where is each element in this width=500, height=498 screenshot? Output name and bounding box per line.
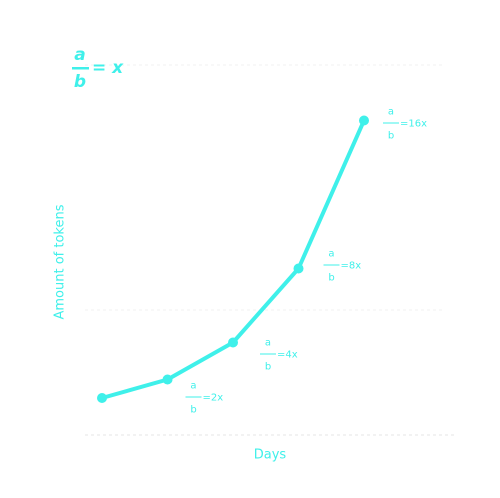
value-label: =16x [400,119,427,130]
label-fraction-bar [383,122,399,124]
formula-denominator: b [74,72,86,92]
label-denominator: b [190,405,196,416]
value-label: =8x [341,261,362,272]
label-denominator: b [388,131,394,142]
label-denominator: b [265,362,271,373]
label-fraction-bar [323,264,340,266]
x-axis-label: Days [254,448,287,463]
data-point [293,263,304,274]
label-numerator: a [328,249,334,260]
data-point [97,393,107,403]
label-fraction-bar [185,396,202,398]
data-line [101,119,366,400]
value-label: =4x [277,350,298,361]
label-numerator: a [388,107,394,118]
label-denominator: b [328,273,334,284]
data-point [359,115,369,126]
formula: a b = x [72,45,124,92]
value-label: =2x [203,393,224,404]
y-axis-label: Amount of tokens [53,204,68,319]
data-point [162,374,173,385]
label-numerator: a [190,381,196,392]
fraction-bar [72,67,89,70]
formula-result: = x [92,58,124,78]
label-fraction-bar [260,353,276,355]
formula-numerator: a [74,45,85,65]
data-point [228,337,238,348]
label-numerator: a [265,338,271,349]
